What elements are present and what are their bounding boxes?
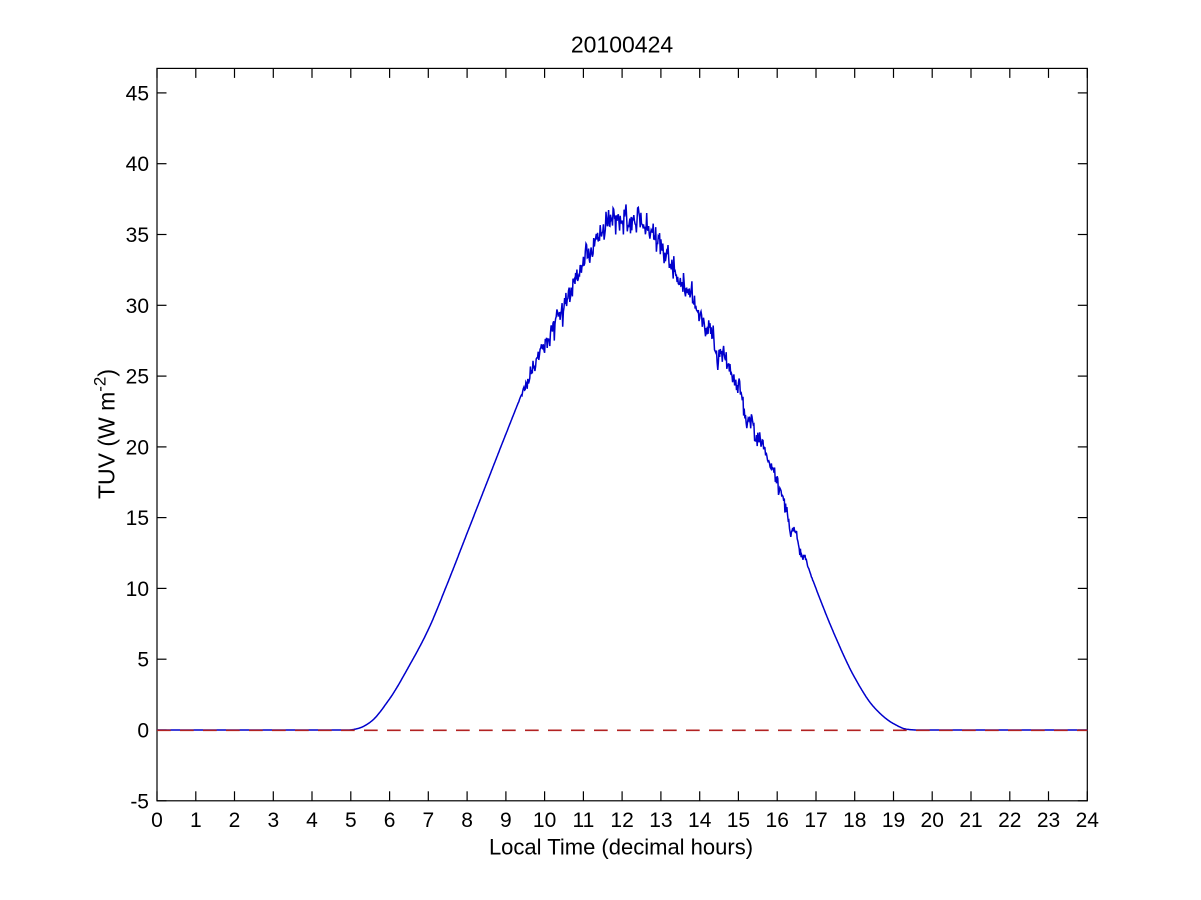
svg-text:0: 0 — [151, 809, 163, 832]
svg-text:15: 15 — [126, 507, 149, 530]
svg-text:19: 19 — [882, 809, 905, 832]
svg-text:14: 14 — [688, 809, 712, 832]
svg-text:20100424: 20100424 — [571, 31, 674, 57]
svg-text:25: 25 — [126, 366, 149, 389]
svg-text:6: 6 — [384, 809, 396, 832]
svg-text:7: 7 — [422, 809, 434, 832]
svg-text:21: 21 — [959, 809, 982, 832]
svg-text:20: 20 — [126, 436, 149, 459]
svg-text:10: 10 — [533, 809, 556, 832]
svg-text:5: 5 — [137, 649, 149, 672]
svg-text:5: 5 — [345, 809, 357, 832]
svg-text:9: 9 — [500, 809, 512, 832]
svg-text:8: 8 — [461, 809, 473, 832]
svg-text:10: 10 — [126, 578, 149, 601]
svg-text:-5: -5 — [130, 790, 149, 813]
svg-text:45: 45 — [126, 82, 149, 105]
svg-text:20: 20 — [921, 809, 944, 832]
svg-text:40: 40 — [126, 153, 149, 176]
svg-text:23: 23 — [1037, 809, 1060, 832]
svg-text:11: 11 — [572, 809, 594, 832]
svg-text:13: 13 — [649, 809, 672, 832]
svg-text:1: 1 — [190, 809, 202, 832]
svg-text:3: 3 — [267, 809, 279, 832]
svg-text:17: 17 — [804, 809, 827, 832]
svg-text:4: 4 — [306, 809, 318, 832]
svg-text:2: 2 — [229, 809, 241, 832]
svg-text:24: 24 — [1076, 809, 1100, 832]
svg-text:0: 0 — [137, 720, 149, 743]
svg-text:TUV (W m-2): TUV (W m-2) — [91, 369, 120, 499]
svg-text:15: 15 — [727, 809, 750, 832]
svg-text:30: 30 — [126, 295, 149, 318]
svg-text:Local Time (decimal hours): Local Time (decimal hours) — [489, 835, 753, 860]
svg-text:35: 35 — [126, 224, 149, 247]
svg-text:16: 16 — [766, 809, 789, 832]
svg-text:22: 22 — [998, 809, 1021, 832]
svg-text:18: 18 — [843, 809, 866, 832]
svg-text:12: 12 — [610, 809, 633, 832]
